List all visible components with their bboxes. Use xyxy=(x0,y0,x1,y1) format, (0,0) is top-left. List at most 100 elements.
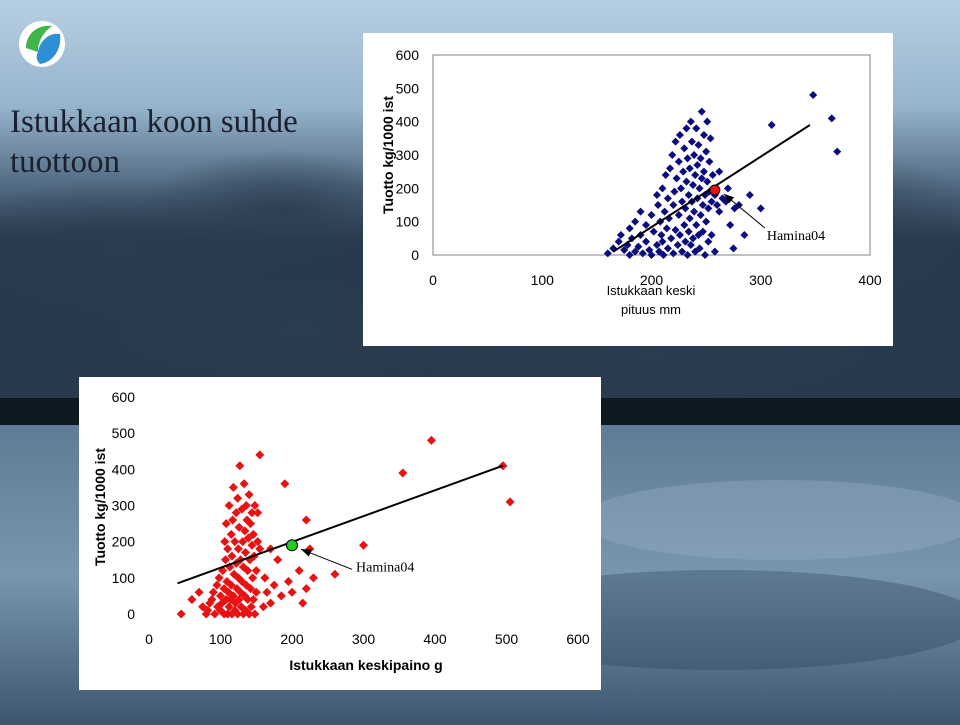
data-point xyxy=(210,609,220,619)
data-point xyxy=(681,237,690,246)
data-point xyxy=(698,227,707,236)
data-point xyxy=(660,207,669,216)
data-point xyxy=(721,197,730,206)
data-point xyxy=(678,247,687,256)
x-tick-label: 600 xyxy=(566,631,590,647)
y-tick-label: 300 xyxy=(112,498,136,514)
y-tick-label: 500 xyxy=(112,425,136,441)
x-axis-label-line-2: pituus mm xyxy=(621,302,681,317)
highlight-point xyxy=(286,539,298,552)
data-point xyxy=(682,177,691,186)
data-point xyxy=(398,468,408,478)
data-point xyxy=(704,204,713,213)
plot-area-frame xyxy=(432,54,871,256)
data-points xyxy=(176,435,515,619)
highlight-point xyxy=(709,184,721,196)
y-tick-label: 100 xyxy=(112,570,136,586)
trend-line xyxy=(177,464,504,585)
data-point xyxy=(237,576,247,586)
data-point xyxy=(229,569,239,579)
data-point xyxy=(248,529,258,539)
x-axis-label: Istukkaan keskipaino g xyxy=(289,657,442,673)
data-point xyxy=(248,573,258,583)
data-point xyxy=(654,201,663,209)
x-tick-label: 400 xyxy=(858,272,882,288)
data-point xyxy=(207,595,217,605)
data-point xyxy=(702,217,711,226)
data-point xyxy=(208,587,218,597)
data-point xyxy=(238,537,248,547)
y-axis-label: Tuotto kg/1000 ist xyxy=(380,96,396,214)
data-point xyxy=(704,237,713,246)
data-point xyxy=(695,244,704,253)
data-point xyxy=(740,231,749,239)
data-point xyxy=(305,544,315,554)
data-point xyxy=(690,207,699,216)
data-point xyxy=(693,161,702,169)
annotation-arrowhead xyxy=(723,194,735,204)
data-point xyxy=(226,580,236,590)
data-point xyxy=(266,598,276,608)
data-point xyxy=(262,587,272,597)
data-point xyxy=(707,197,716,206)
data-point xyxy=(707,231,716,239)
y-tick-label: 200 xyxy=(112,534,136,550)
data-point xyxy=(298,598,308,608)
y-tick-labels: 0 100 200 300 400 500 600 xyxy=(396,47,420,263)
data-point xyxy=(671,137,680,146)
data-point xyxy=(659,251,668,259)
data-point xyxy=(649,227,658,236)
data-point xyxy=(684,227,693,236)
data-point xyxy=(224,501,234,510)
data-point xyxy=(713,201,722,209)
length-yield-chart-svg: 0 100 200 300 400 500 600 0 100 200 300 400 Istukk… xyxy=(380,47,882,317)
data-point xyxy=(730,204,739,213)
data-point xyxy=(701,251,710,259)
data-point xyxy=(609,244,618,253)
data-point xyxy=(652,241,661,249)
data-point xyxy=(246,519,256,529)
data-point xyxy=(689,181,698,189)
data-point xyxy=(767,121,776,129)
data-point xyxy=(658,237,667,246)
data-point xyxy=(330,569,340,579)
data-point xyxy=(734,201,743,209)
data-points xyxy=(603,91,842,259)
data-point xyxy=(686,117,695,126)
data-point xyxy=(679,167,688,176)
data-point xyxy=(214,573,224,583)
data-point xyxy=(683,154,692,163)
data-point xyxy=(680,221,689,229)
data-point xyxy=(227,551,237,561)
data-point xyxy=(636,207,645,216)
data-point xyxy=(715,167,724,176)
data-point xyxy=(231,508,241,518)
data-point xyxy=(255,544,265,554)
data-point xyxy=(240,591,250,601)
data-point xyxy=(642,221,651,229)
data-point xyxy=(699,167,708,176)
data-point xyxy=(687,137,696,146)
y-tick-label: 200 xyxy=(396,180,420,196)
data-point xyxy=(674,157,683,166)
data-point xyxy=(625,251,634,259)
data-point xyxy=(247,540,257,550)
data-point xyxy=(255,450,265,460)
weight-yield-chart: 0 100 200 300 400 500 600 0 100 200 300 400 500 600 … xyxy=(79,377,601,690)
x-tick-label: 500 xyxy=(495,631,519,647)
data-point xyxy=(703,117,712,126)
data-point xyxy=(253,508,263,518)
highlight-label: Hamina04 xyxy=(767,229,825,244)
y-tick-label: 0 xyxy=(127,606,135,622)
data-point xyxy=(243,566,253,576)
data-point xyxy=(699,131,708,139)
data-point xyxy=(674,211,683,219)
data-point xyxy=(218,566,228,576)
data-point xyxy=(729,244,738,253)
data-point xyxy=(223,544,233,554)
data-point xyxy=(250,609,260,619)
y-tick-label: 0 xyxy=(411,247,419,263)
data-point xyxy=(233,493,243,503)
data-point xyxy=(685,164,694,173)
